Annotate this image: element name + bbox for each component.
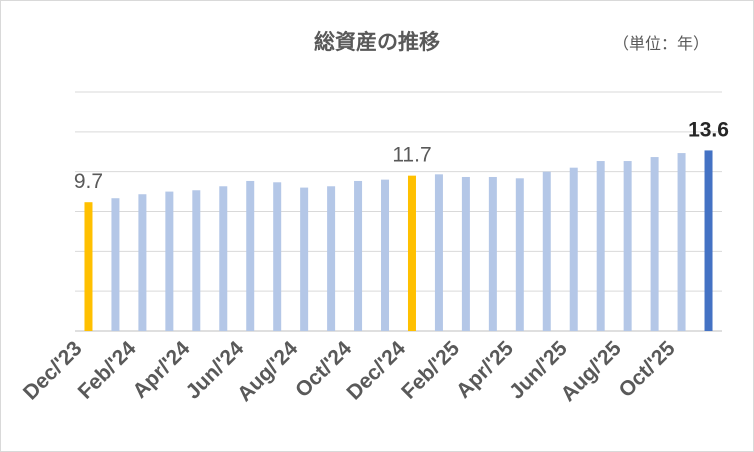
chart-title: 総資産の推移: [314, 30, 440, 54]
bar-Sep/'24: [327, 186, 336, 331]
x-tick-label: Aug/'25: [556, 337, 626, 407]
bar-Apr/'24: [192, 190, 201, 331]
bar-Feb/'24: [138, 194, 147, 331]
gridlines: [75, 91, 722, 332]
bars: [84, 150, 713, 331]
bar-Oct/'24: [354, 180, 363, 331]
bar-Oct/'25: [677, 153, 686, 331]
data-label: 9.7: [74, 170, 103, 193]
x-tick-label: Feb/'25: [397, 337, 464, 404]
x-tick-label: Oct/'25: [614, 337, 679, 402]
bar-Jan/'25: [434, 174, 443, 331]
bar-May/'24: [219, 186, 228, 331]
x-tick-labels: Dec/'23Feb/'24Apr/'24Jun/'24Aug/'24Oct/'…: [19, 337, 680, 407]
bar-Jun/'24: [246, 180, 255, 331]
x-tick-label: Dec/'24: [342, 337, 410, 405]
bar-May/'25: [542, 171, 551, 331]
bar-Nov/'25: [704, 150, 713, 331]
bar-Jun/'25: [569, 167, 578, 331]
bar-Feb/'25: [461, 176, 470, 331]
unit-note: （単位：年）: [613, 34, 710, 53]
bar-Mar/'25: [488, 176, 497, 331]
bar-Nov/'24: [381, 179, 390, 331]
x-tick-label: Apr/'24: [128, 337, 194, 403]
data-label: 11.7: [392, 144, 431, 167]
x-tick-label: Dec/'23: [19, 337, 87, 405]
data-labels: 9.7 11.7 13.6: [74, 118, 729, 193]
bar-Jul/'25: [596, 161, 605, 331]
bar-Dec/'23: [84, 202, 93, 331]
bar-Apr/'25: [515, 178, 524, 331]
bar-Dec/'24: [407, 175, 416, 331]
bar-Jul/'24: [273, 182, 282, 331]
bar-Sep/'25: [650, 157, 659, 331]
x-tick-label: Aug/'24: [233, 337, 303, 407]
bar-Aug/'24: [300, 187, 309, 331]
bar-Jan/'24: [111, 198, 120, 331]
bar-Aug/'25: [623, 161, 632, 331]
x-tick-label: Apr/'25: [452, 337, 518, 403]
x-tick-label: Feb/'24: [74, 337, 141, 404]
data-label: 13.6: [688, 118, 729, 141]
bar-Mar/'24: [165, 191, 174, 331]
